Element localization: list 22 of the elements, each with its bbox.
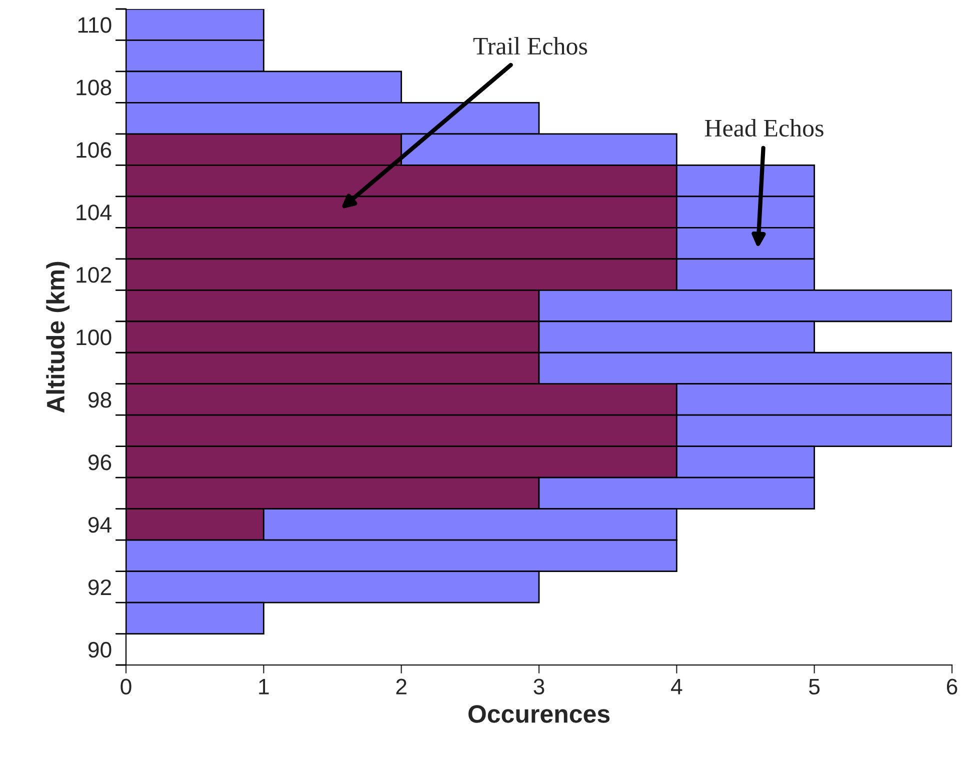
y-tick-label: 108 bbox=[76, 80, 112, 96]
y-tick-label: 96 bbox=[88, 454, 112, 470]
y-tick-label: 100 bbox=[76, 330, 112, 346]
x-tick-label: 4 bbox=[671, 679, 682, 694]
y-tick-label: 106 bbox=[76, 142, 112, 158]
y-axis-title: Altitude (km) bbox=[46, 262, 70, 413]
x-tick-label: 1 bbox=[259, 679, 269, 694]
y-tick-label: 104 bbox=[76, 204, 112, 220]
annotation: Head Echos bbox=[704, 119, 824, 137]
y-tick-label: 110 bbox=[78, 17, 112, 33]
x-tick-label: 5 bbox=[809, 679, 820, 695]
y-tick-label: 94 bbox=[88, 516, 112, 533]
x-axis-title: Occurences bbox=[468, 705, 610, 723]
x-tick-label: 0 bbox=[120, 678, 132, 695]
y-tick-label: 102 bbox=[76, 267, 111, 283]
y-tick-label: 90 bbox=[88, 642, 112, 658]
y-tick-label: 98 bbox=[88, 392, 112, 408]
y-tick-label: 92 bbox=[88, 579, 111, 596]
x-tick-label: 3 bbox=[534, 678, 544, 695]
annotation: Trail Echos bbox=[473, 37, 588, 55]
x-tick-label: 2 bbox=[396, 678, 406, 694]
x-tick-label: 6 bbox=[946, 678, 958, 695]
